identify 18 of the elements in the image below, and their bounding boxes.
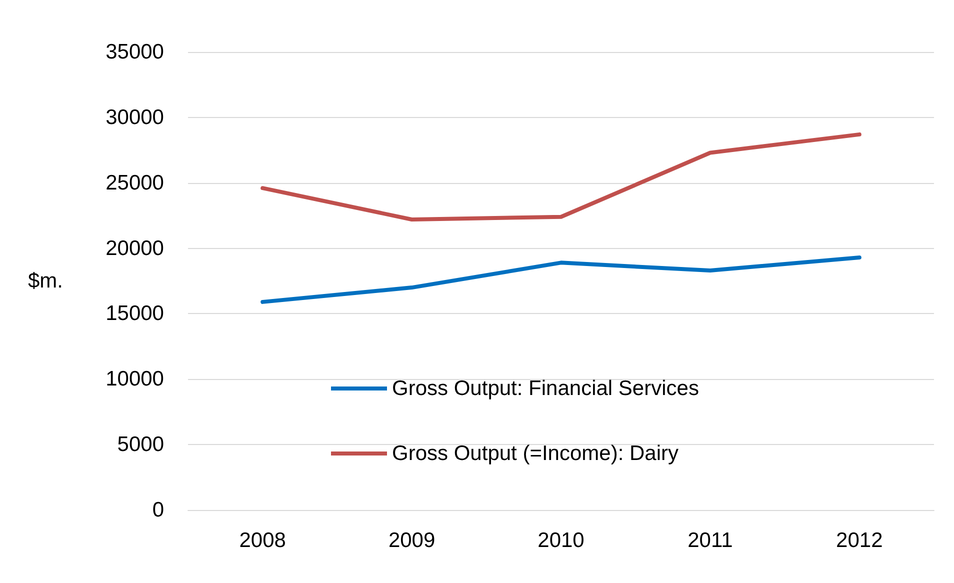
y-axis-title: $m. bbox=[28, 270, 63, 292]
y-tick-label: 5000 bbox=[117, 433, 164, 456]
y-tick-label: 35000 bbox=[106, 40, 164, 64]
x-tick-label: 2010 bbox=[538, 529, 584, 552]
y-tick-label: 15000 bbox=[106, 302, 164, 326]
x-tick-label: 2008 bbox=[239, 529, 286, 552]
y-tick-label: 30000 bbox=[106, 106, 164, 129]
y-tick-label: 20000 bbox=[106, 236, 164, 260]
y-tick-label: 0 bbox=[152, 498, 164, 522]
legend-label: Gross Output (=Income): Dairy bbox=[392, 442, 680, 465]
line-series bbox=[260, 132, 862, 222]
x-tick-label: 2012 bbox=[836, 529, 883, 552]
legend-label: Gross Output: Financial Services bbox=[392, 377, 699, 400]
x-tick-label: 2011 bbox=[688, 529, 733, 552]
x-tick-label: 2009 bbox=[388, 529, 436, 552]
y-tick-label: 25000 bbox=[106, 171, 164, 194]
y-tick-label: 10000 bbox=[106, 368, 164, 391]
line-series bbox=[260, 255, 862, 304]
